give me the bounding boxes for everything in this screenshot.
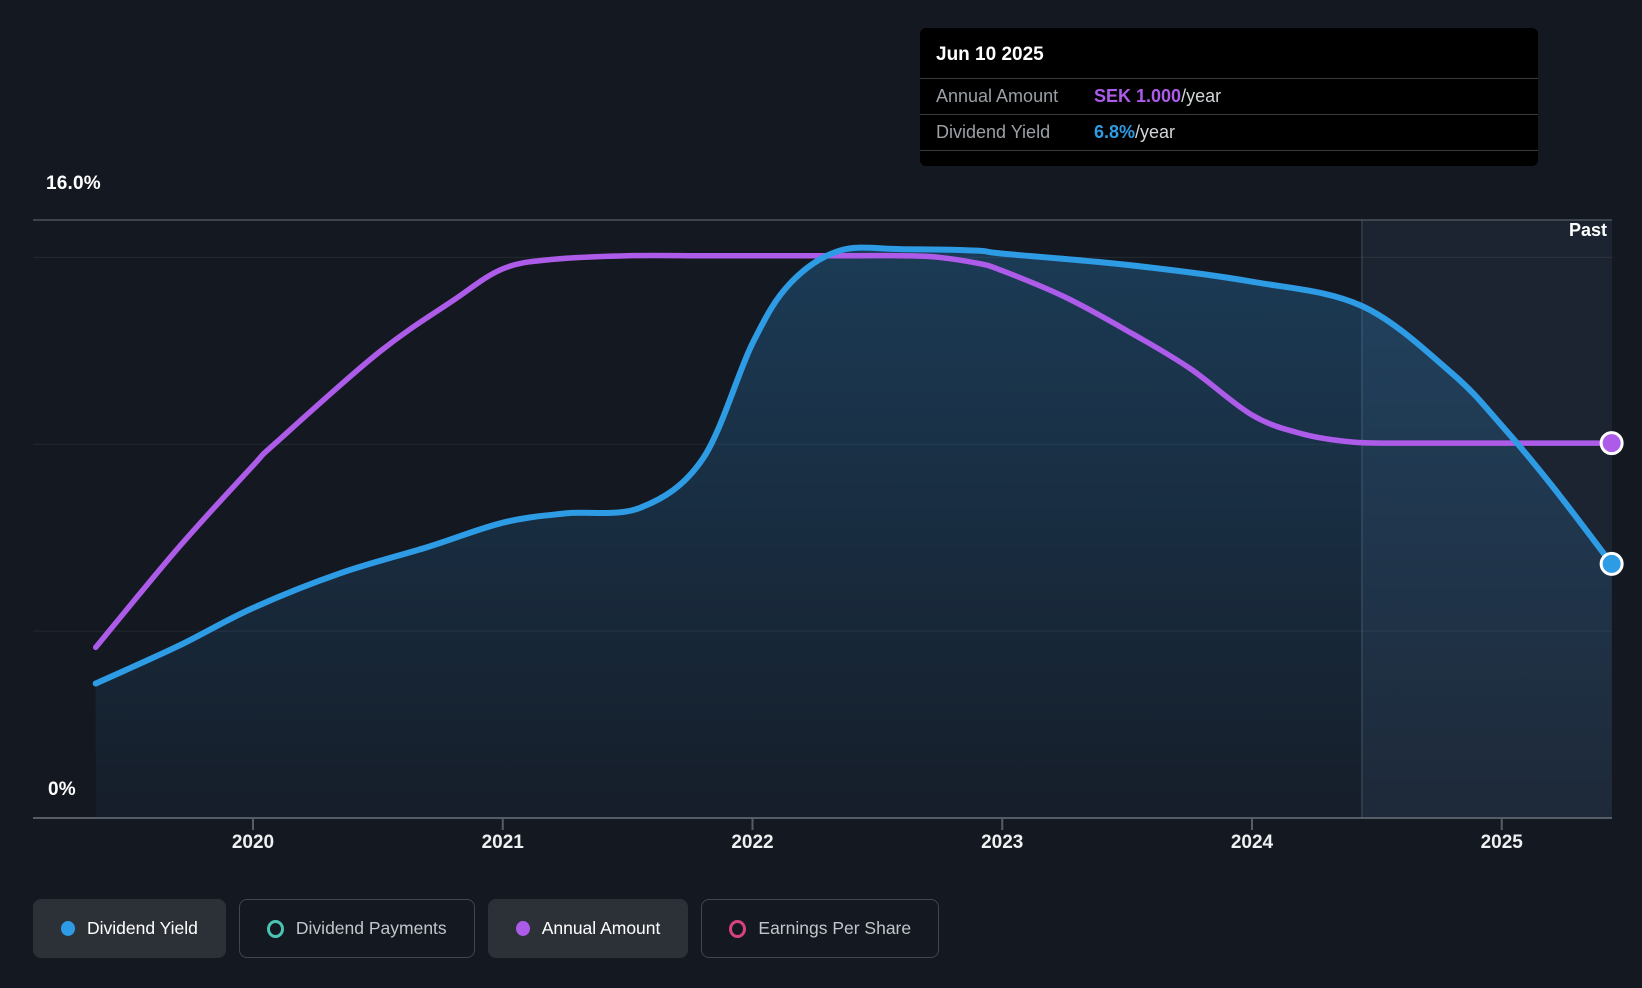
x-axis-label-2025: 2025 (1480, 832, 1523, 853)
x-axis-label-2022: 2022 (731, 832, 774, 853)
dividend-yield-area (95, 247, 1612, 818)
past-region-label: Past (1568, 220, 1607, 240)
dividend-yield-line (92, 244, 1615, 687)
tooltip-date: Jun 10 2025 (936, 44, 1044, 65)
x-axis-label-2020: 2020 (231, 832, 275, 853)
legend-label: Earnings Per Share (758, 918, 912, 938)
tooltip-label: Annual Amount (936, 86, 1059, 106)
x-axis-label-2023: 2023 (981, 832, 1024, 853)
annual-amount-line (92, 252, 1615, 651)
legend-button-annual-amount[interactable]: Annual Amount (487, 899, 689, 958)
legend-label: Dividend Yield (87, 918, 198, 938)
dividend-yield-dot-icon (61, 921, 75, 936)
dividend-yield-end-marker (1599, 551, 1624, 576)
tooltip-row-dividend-yield: Dividend Yield 6.8%/year (920, 114, 1538, 151)
legend-label: Annual Amount (541, 918, 661, 938)
legend-button-dividend-payments[interactable]: Dividend Payments (238, 899, 475, 958)
legend-label: Dividend Payments (295, 918, 447, 938)
tooltip-label: Dividend Yield (936, 122, 1051, 142)
tooltip-row-annual-amount: Annual Amount SEK 1.000/year (920, 78, 1538, 114)
legend-button-earnings-per-share[interactable]: Earnings Per Share (701, 899, 940, 958)
legend-button-dividend-yield[interactable]: Dividend Yield (33, 899, 226, 958)
dividend-payments-dot-icon (266, 919, 284, 938)
annual-amount-dot-icon (515, 921, 530, 936)
x-axis-label-2024: 2024 (1230, 832, 1274, 853)
tooltip-value: SEK 1.000/year (1094, 86, 1222, 106)
chart-tooltip: Jun 10 2025 Annual Amount SEK 1.000/year… (920, 28, 1538, 166)
tooltip-value: 6.8%/year (1094, 122, 1176, 142)
y-axis-max-label: 16.0% (46, 173, 101, 194)
legend: Dividend Yield Dividend Payments Annual Am… (33, 899, 940, 958)
earnings-per-share-dot-icon (729, 919, 747, 938)
annual-amount-end-marker (1599, 431, 1624, 456)
x-axis-label-2021: 2021 (481, 832, 524, 853)
y-axis-zero-label: 0% (48, 779, 76, 800)
